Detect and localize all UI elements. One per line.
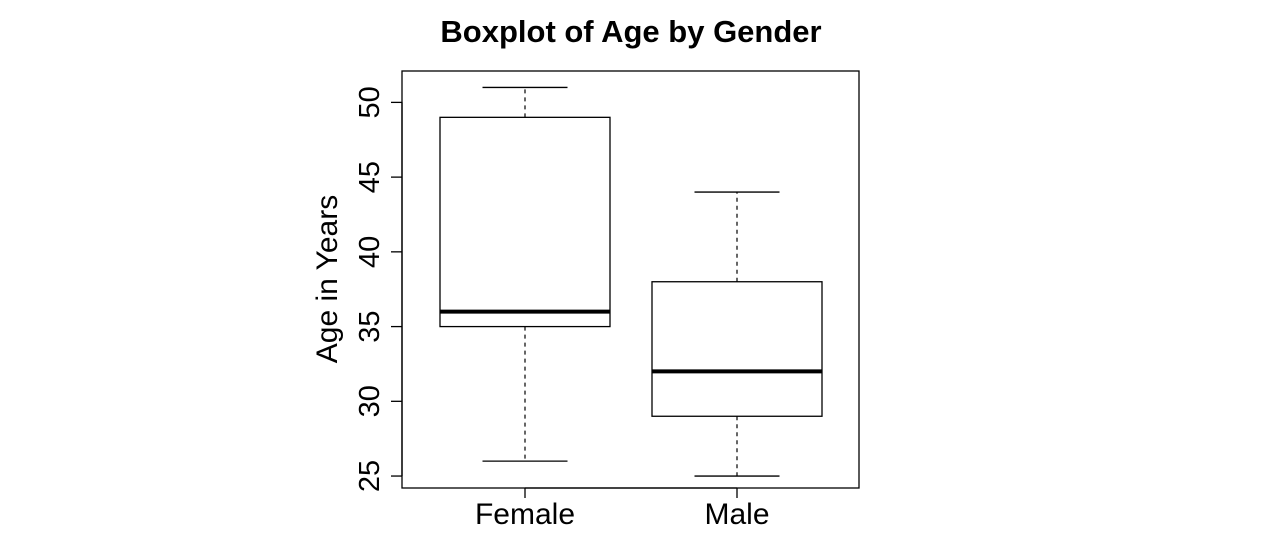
y-tick-label: 30 — [354, 385, 386, 417]
y-tick-label: 45 — [354, 161, 386, 193]
box-male — [651, 191, 823, 477]
x-axis: Female Male — [475, 487, 770, 531]
y-tick-label: 40 — [354, 236, 386, 268]
boxes-group — [439, 86, 823, 477]
y-axis: 25 30 35 40 45 50 — [354, 86, 403, 492]
x-tick-label: Female — [475, 498, 575, 531]
box-female — [439, 86, 611, 462]
y-tick-label: 35 — [354, 310, 386, 342]
x-tick-label: Male — [704, 498, 769, 531]
iqr-box — [651, 281, 823, 417]
y-tick-label: 25 — [354, 460, 386, 492]
y-tick-label: 50 — [354, 86, 386, 118]
y-axis-label: Age in Years — [311, 195, 344, 363]
chart-title: Boxplot of Age by Gender — [440, 14, 821, 49]
iqr-box — [439, 116, 611, 328]
